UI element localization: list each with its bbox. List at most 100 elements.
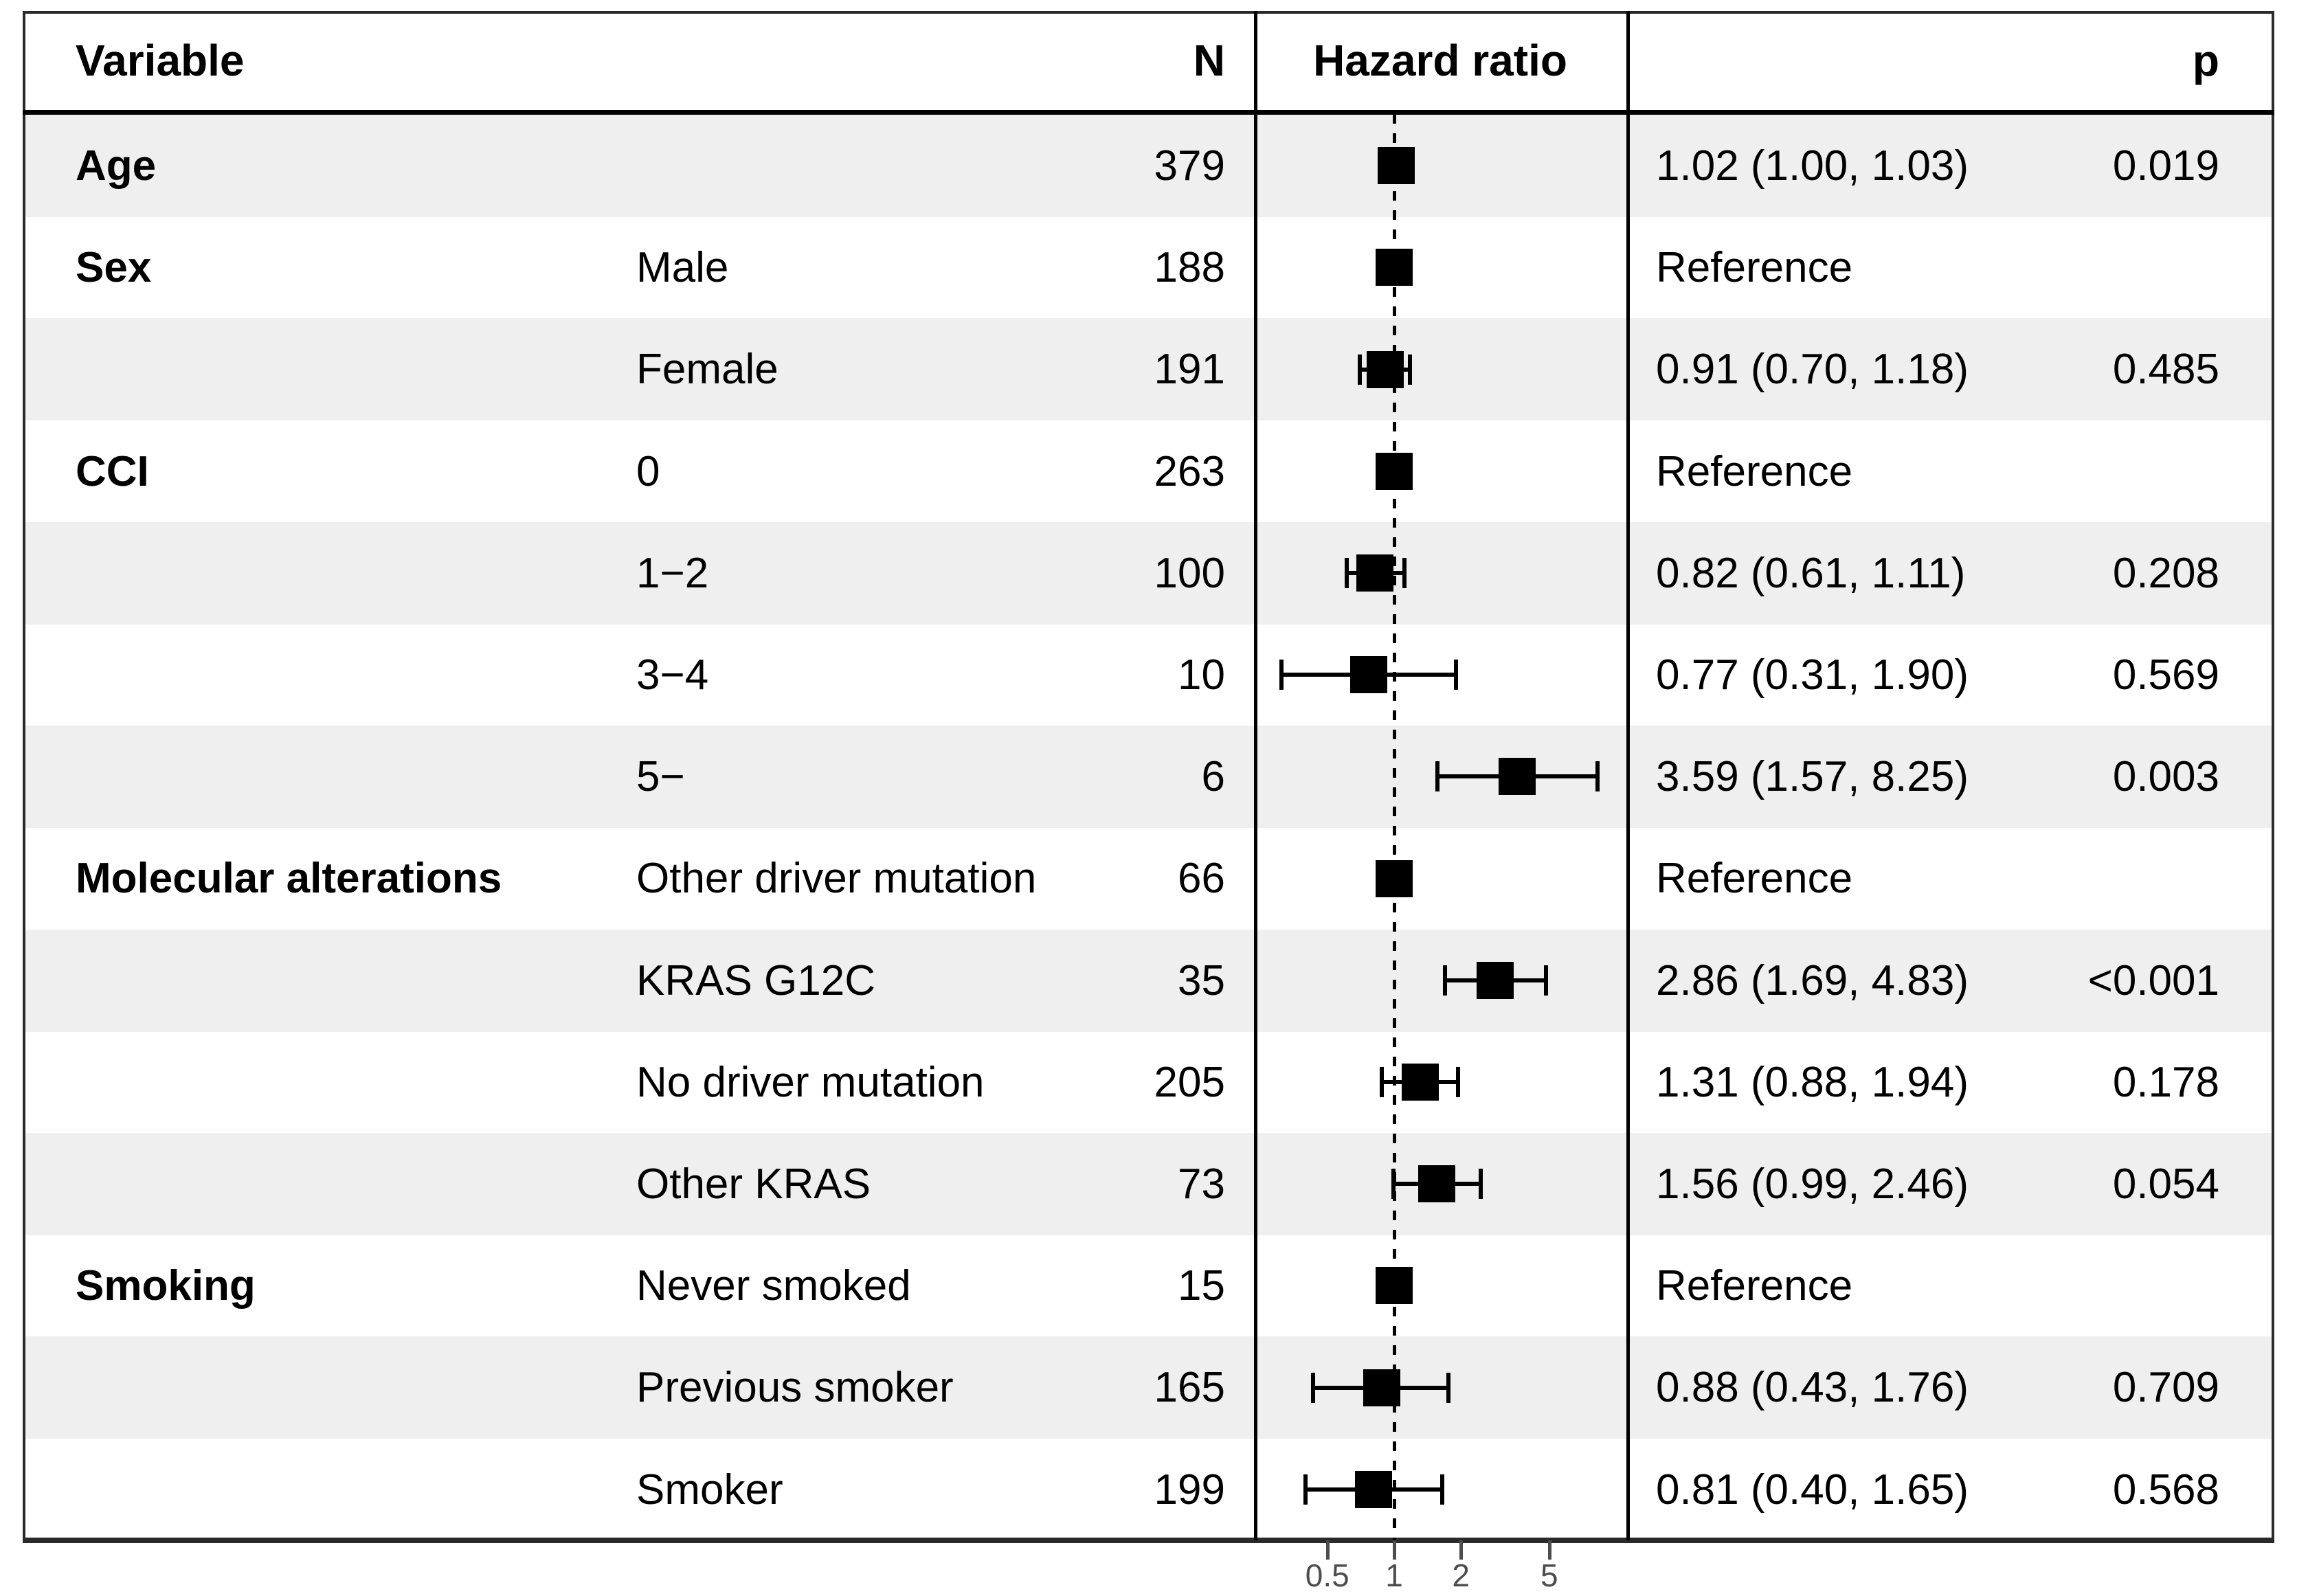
estimate-cell: Reference: [1656, 855, 1853, 903]
variable-cell: Sex: [76, 244, 152, 292]
hr-point-marker: [1377, 147, 1415, 185]
variable-cell: Smoking: [76, 1262, 256, 1310]
reference-line-hr1: [1393, 114, 1396, 1540]
hr-point-marker: [1401, 1063, 1439, 1101]
x-axis-tick-label: 5: [1540, 1558, 1558, 1593]
p-value-cell: 0.569: [2112, 651, 2219, 699]
estimate-cell: 2.86 (1.69, 4.83): [1656, 956, 1969, 1004]
table-row: [23, 318, 2274, 421]
estimate-cell: 1.31 (0.88, 1.94): [1656, 1058, 1969, 1106]
estimate-cell: 3.59 (1.57, 8.25): [1656, 753, 1969, 801]
ci-whisker-cap: [1279, 660, 1284, 690]
variable-cell: Age: [76, 142, 157, 190]
p-value-cell: 0.568: [2112, 1465, 2219, 1514]
col-header-variable: Variable: [76, 36, 245, 85]
hr-point-marker: [1356, 554, 1394, 592]
ci-whisker-cap: [1380, 1066, 1385, 1097]
estimate-cell: Reference: [1656, 1262, 1853, 1310]
ci-whisker-cap: [1543, 965, 1548, 996]
ci-whisker-cap: [1442, 965, 1447, 996]
p-value-cell: 0.019: [2112, 142, 2219, 190]
estimate-cell: 1.56 (0.99, 2.46): [1656, 1160, 1969, 1208]
ci-whisker-cap: [1446, 1372, 1451, 1403]
p-value-cell: 0.054: [2112, 1160, 2219, 1208]
estimate-cell: 0.88 (0.43, 1.76): [1656, 1364, 1969, 1412]
hr-point-marker: [1499, 758, 1536, 796]
n-cell: 205: [1154, 1058, 1225, 1106]
x-axis-tick-label: 0.5: [1305, 1558, 1349, 1593]
hr-point-marker: [1418, 1165, 1456, 1203]
estimate-cell: Reference: [1656, 447, 1853, 495]
x-axis-tick-label: 1: [1385, 1558, 1403, 1593]
hr-point-marker: [1376, 249, 1413, 286]
level-cell: 5−: [636, 753, 685, 801]
table-row: [23, 115, 2274, 217]
p-value-cell: 0.178: [2112, 1058, 2219, 1106]
ci-whisker-cap: [1310, 1372, 1315, 1403]
ci-whisker-cap: [1344, 557, 1349, 588]
ci-whisker-cap: [1391, 1169, 1396, 1200]
n-cell: 263: [1154, 447, 1225, 495]
level-cell: 0: [636, 447, 660, 495]
table-border-top: [23, 11, 2274, 14]
table-border-left: [23, 11, 25, 1543]
n-cell: 73: [1178, 1160, 1225, 1208]
level-cell: KRAS G12C: [636, 956, 876, 1004]
estimate-cell: 0.91 (0.70, 1.18): [1656, 346, 1969, 394]
level-cell: Other driver mutation: [636, 855, 1037, 903]
ci-whisker-cap: [1454, 660, 1459, 690]
p-value-cell: 0.485: [2112, 346, 2219, 394]
table-border-bottom: [23, 1538, 2274, 1543]
level-cell: 1−2: [636, 549, 709, 597]
level-cell: Smoker: [636, 1465, 783, 1514]
hr-point-marker: [1350, 656, 1388, 694]
ci-whisker-cap: [1595, 761, 1600, 792]
col-header-p: p: [2192, 36, 2219, 85]
table-row: [23, 521, 2274, 625]
n-cell: 6: [1201, 753, 1225, 801]
n-cell: 188: [1154, 244, 1225, 292]
x-axis-tick-label: 2: [1452, 1558, 1470, 1593]
level-cell: Male: [636, 244, 729, 292]
level-cell: 3−4: [636, 651, 709, 699]
n-cell: 191: [1154, 346, 1225, 394]
table-row: [23, 929, 2274, 1032]
level-cell: Female: [636, 346, 778, 394]
estimate-cell: Reference: [1656, 244, 1853, 292]
estimate-cell: 0.82 (0.61, 1.11): [1656, 549, 1966, 597]
ci-whisker-cap: [1408, 354, 1413, 385]
ci-whisker-cap: [1303, 1474, 1308, 1505]
hr-point-marker: [1376, 452, 1413, 490]
col-header-n: N: [1193, 36, 1225, 85]
level-cell: Previous smoker: [636, 1364, 954, 1412]
ci-whisker-cap: [1440, 1474, 1445, 1505]
x-axis-tick: [1325, 1540, 1330, 1560]
variable-cell: Molecular alterations: [76, 855, 502, 903]
level-cell: Other KRAS: [636, 1160, 871, 1208]
table-row: [23, 1336, 2274, 1439]
plot-panel-right-line: [1626, 11, 1630, 1540]
hr-point-marker: [1355, 1470, 1393, 1508]
plot-panel-left-line: [1254, 11, 1257, 1540]
ci-whisker-cap: [1455, 1066, 1460, 1097]
col-header-hazard-ratio: Hazard ratio: [1313, 36, 1567, 85]
hr-point-marker: [1363, 1369, 1401, 1406]
p-value-cell: 0.003: [2112, 753, 2219, 801]
n-cell: 35: [1178, 956, 1225, 1004]
hr-point-marker: [1366, 350, 1404, 388]
ci-whisker-cap: [1402, 557, 1407, 588]
ci-whisker-cap: [1479, 1169, 1483, 1200]
x-axis-tick: [1459, 1540, 1464, 1560]
x-axis-tick: [1393, 1540, 1396, 1560]
n-cell: 379: [1154, 142, 1225, 190]
n-cell: 165: [1154, 1364, 1225, 1412]
n-cell: 100: [1154, 549, 1225, 597]
ci-whisker-cap: [1357, 354, 1362, 385]
header-separator-line: [23, 110, 2274, 115]
p-value-cell: 0.709: [2112, 1364, 2219, 1412]
variable-cell: CCI: [76, 447, 149, 495]
estimate-cell: 1.02 (1.00, 1.03): [1656, 142, 1969, 190]
